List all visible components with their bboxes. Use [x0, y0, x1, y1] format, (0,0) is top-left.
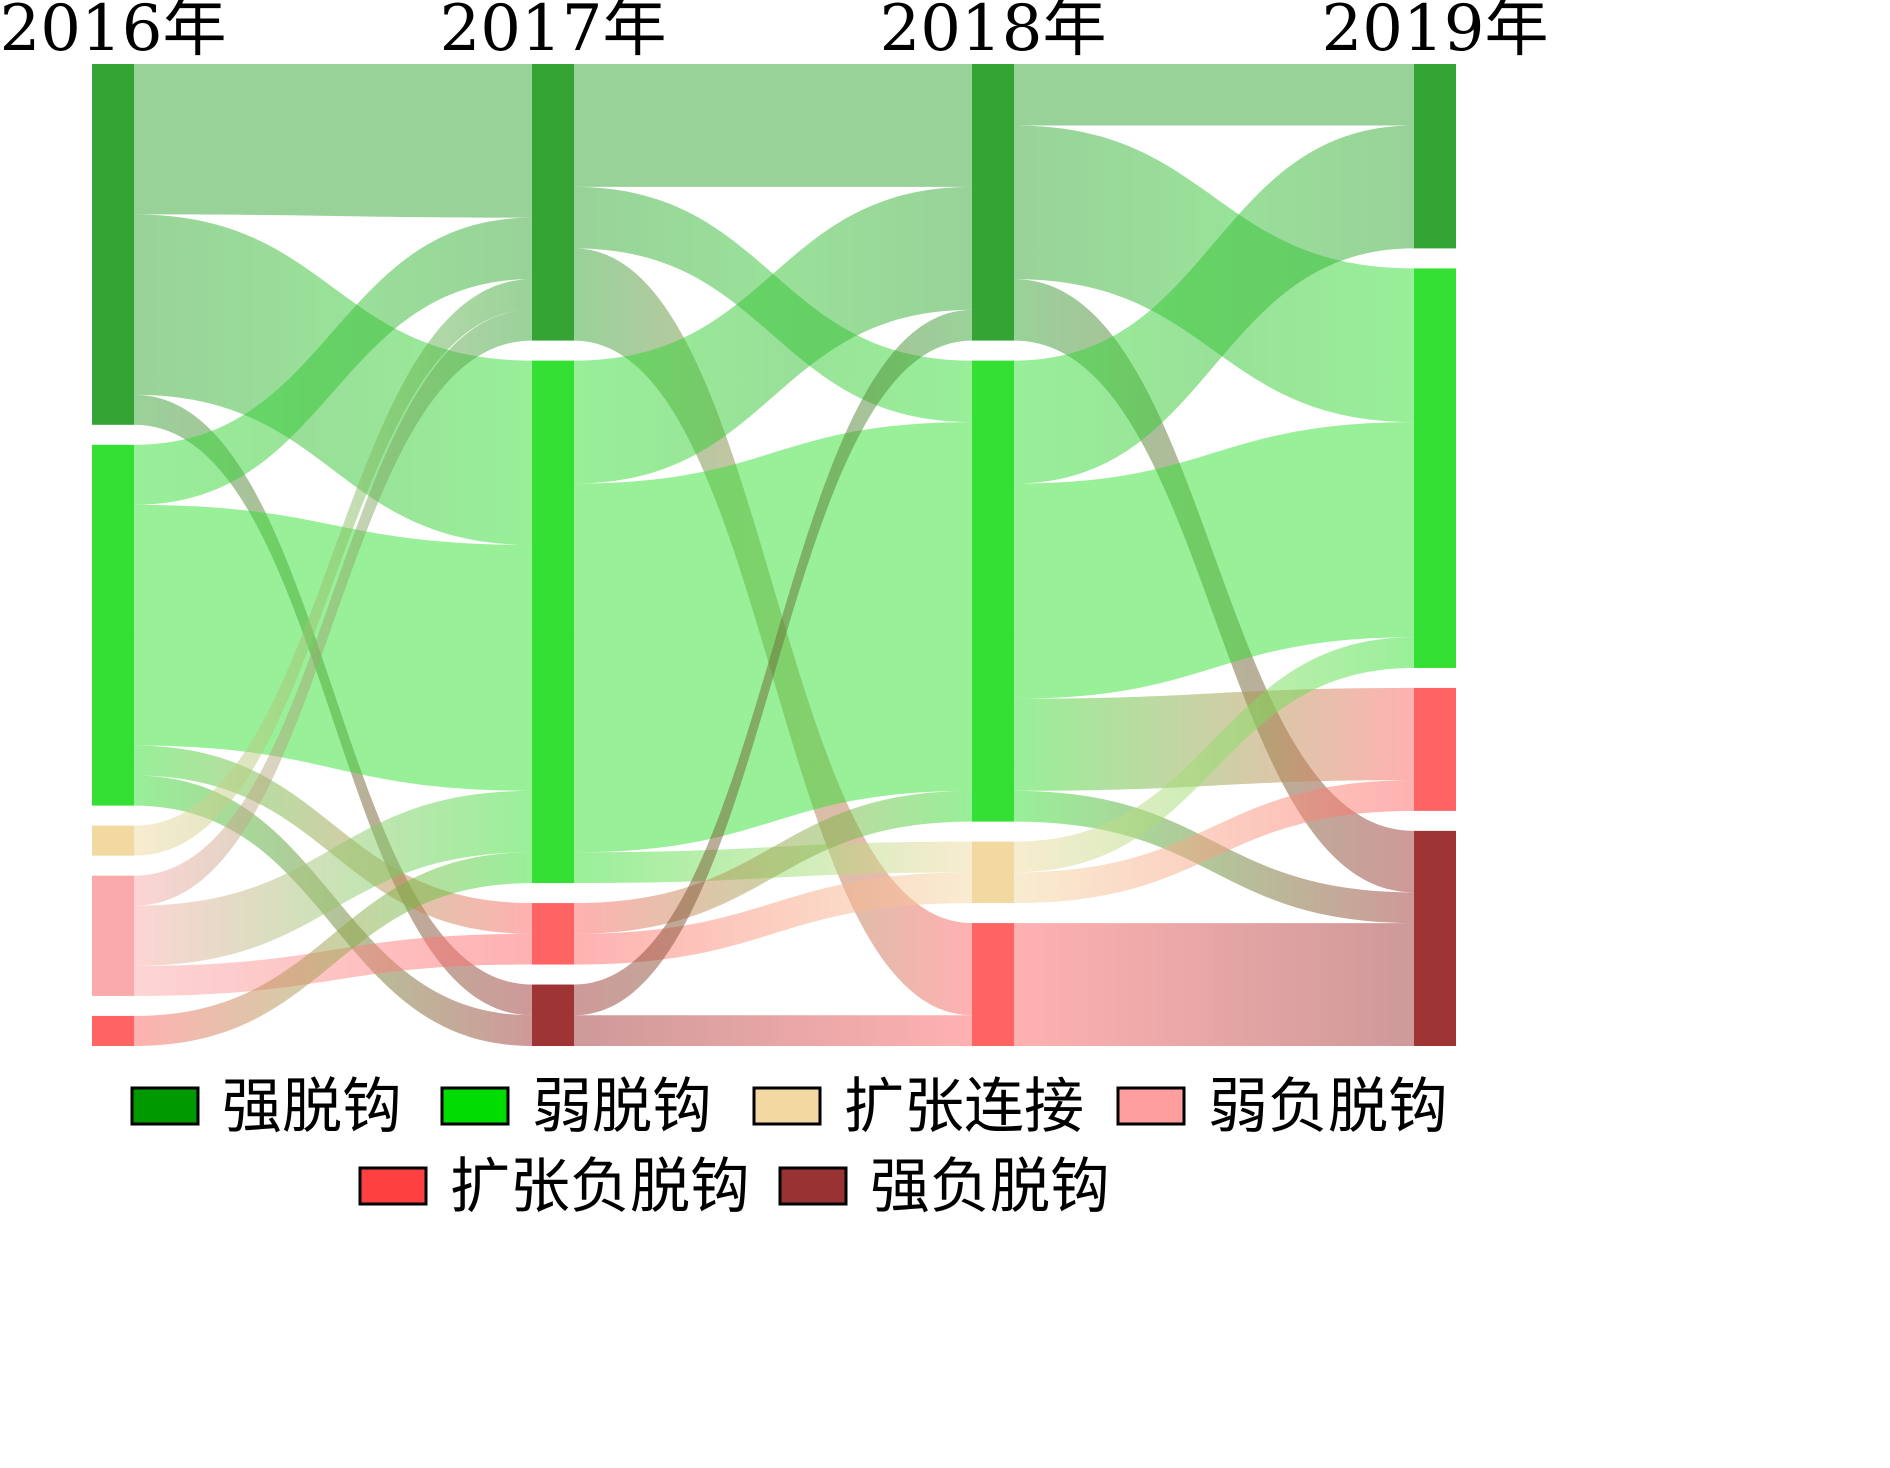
link-2-weak-decoupling-to-weak-decoupling	[1014, 422, 1414, 699]
node-2-expansive-negative-decoupling	[972, 923, 1014, 1046]
legend-label-expansive-negative-decoupling: 扩张负脱钩	[450, 1152, 750, 1222]
link-0-weak-decoupling-to-weak-decoupling	[134, 504, 532, 791]
link-0-weak-decoupling-to-strong-decoupling	[134, 217, 532, 505]
link-0-expansive-coupling-to-strong-decoupling	[134, 279, 532, 856]
node-3-expansive-negative-decoupling	[1414, 687, 1456, 811]
legend-swatch-weak-negative-decoupling	[1116, 1086, 1186, 1126]
legend-swatch-strong-decoupling	[130, 1086, 200, 1126]
legend-label-expansive-coupling: 扩张连接	[844, 1072, 1084, 1142]
legend-swatch-expansive-coupling	[752, 1086, 822, 1126]
link-0-expansive-negative-decoupling-to-weak-decoupling	[134, 852, 532, 1046]
legend-label-strong-negative-decoupling: 强负脱钩	[870, 1152, 1110, 1222]
year-label-0: 2016年	[0, 0, 226, 66]
link-2-expansive-negative-decoupling-to-strong-negative-decoupling	[1014, 923, 1414, 1046]
node-0-weak-decoupling	[92, 444, 134, 806]
node-0-strong-decoupling	[92, 64, 134, 425]
legend-swatch-strong-negative-decoupling	[778, 1166, 848, 1206]
links-layer	[134, 64, 1414, 1046]
link-0-weak-decoupling-to-strong-negative-decoupling	[134, 775, 532, 1046]
node-3-strong-decoupling	[1414, 64, 1456, 249]
year-label-1: 2017年	[440, 0, 667, 66]
link-2-weak-decoupling-to-strong-decoupling	[1014, 125, 1414, 484]
link-0-weak-negative-decoupling-to-strong-decoupling	[134, 309, 532, 906]
legend-label-weak-negative-decoupling: 弱负脱钩	[1208, 1072, 1448, 1142]
node-1-strong-negative-decoupling	[532, 984, 574, 1046]
year-labels: 2016年 2017年 2018年 2019年	[0, 0, 1548, 66]
link-2-expansive-coupling-to-expansive-negative-decoupling	[1014, 780, 1414, 904]
node-0-expansive-negative-decoupling	[92, 1015, 134, 1046]
link-2-strong-decoupling-to-strong-decoupling	[1014, 64, 1414, 126]
nodes-layer	[92, 64, 1456, 1046]
year-label-2: 2018年	[880, 0, 1107, 66]
link-1-strong-negative-decoupling-to-strong-decoupling	[574, 309, 972, 1016]
link-1-expansive-negative-decoupling-to-weak-decoupling	[574, 790, 972, 934]
node-3-strong-negative-decoupling	[1414, 830, 1456, 1046]
link-1-strong-negative-decoupling-to-expansive-negative-decoupling	[574, 1015, 972, 1046]
node-0-expansive-coupling	[92, 825, 134, 856]
node-3-weak-decoupling	[1414, 268, 1456, 668]
node-2-weak-decoupling	[972, 360, 1014, 822]
link-1-strong-decoupling-to-strong-decoupling	[574, 64, 972, 187]
link-1-weak-decoupling-to-strong-decoupling	[574, 186, 972, 484]
node-0-weak-negative-decoupling	[92, 875, 134, 996]
link-0-weak-negative-decoupling-to-weak-decoupling	[134, 790, 532, 966]
year-label-3: 2019年	[1322, 0, 1549, 66]
node-2-expansive-coupling	[972, 841, 1014, 904]
legend-label-weak-decoupling: 弱脱钩	[532, 1072, 712, 1142]
node-2-strong-decoupling	[972, 64, 1014, 341]
legend-swatch-expansive-negative-decoupling	[358, 1166, 428, 1206]
link-0-weak-negative-decoupling-to-expansive-negative-decoupling	[134, 933, 532, 996]
legend-label-strong-decoupling: 强脱钩	[222, 1072, 402, 1142]
node-1-weak-decoupling	[532, 360, 574, 884]
link-0-strong-decoupling-to-strong-decoupling	[134, 64, 532, 218]
link-1-weak-decoupling-to-weak-decoupling	[574, 422, 972, 853]
node-1-expansive-negative-decoupling	[532, 903, 574, 965]
legend-swatch-weak-decoupling	[440, 1086, 510, 1126]
node-1-strong-decoupling	[532, 64, 574, 341]
link-2-expansive-coupling-to-weak-decoupling	[1014, 637, 1414, 873]
